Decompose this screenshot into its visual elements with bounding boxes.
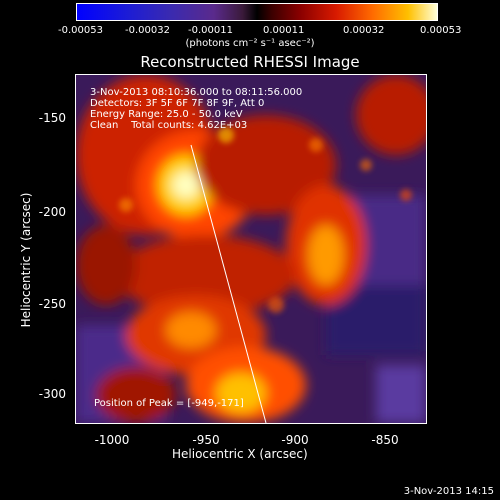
x-tick: -900 xyxy=(281,433,309,447)
y-tick: -150 xyxy=(38,111,66,125)
x-tick: -850 xyxy=(371,433,399,447)
x-axis-label: Heliocentric X (arcsec) xyxy=(172,447,308,461)
x-tick: -950 xyxy=(192,433,220,447)
flux-image xyxy=(76,75,426,423)
detectors-info: Detectors: 3F 5F 6F 7F 8F 9F, Att 0 xyxy=(90,98,265,109)
peak-position: Position of Peak = [-949,-171] xyxy=(94,398,244,409)
y-tick: -300 xyxy=(38,387,66,401)
reconstructed-image-panel: 3-Nov-2013 08:10:36.000 to 08:11:56.000 … xyxy=(75,74,427,424)
y-tick: -200 xyxy=(38,205,66,219)
colorbar-unit-label: (photons cm⁻² s⁻¹ asec⁻²) xyxy=(185,38,315,49)
y-axis-label: Heliocentric Y (arcsec) xyxy=(19,192,33,328)
energy-range: Energy Range: 25.0 - 50.0 keV xyxy=(90,109,243,120)
y-tick: -250 xyxy=(38,297,66,311)
timestamp: 3-Nov-2013 14:15 xyxy=(403,486,494,497)
x-tick: -1000 xyxy=(94,433,130,447)
limb-line xyxy=(190,144,267,423)
clean-counts: Clean Total counts: 4.62E+03 xyxy=(90,120,248,131)
colorbar xyxy=(76,3,438,21)
observation-time: 3-Nov-2013 08:10:36.000 to 08:11:56.000 xyxy=(90,87,303,98)
colorbar-tick: 0.00011 xyxy=(263,25,305,36)
colorbar-tick: 0.00053 xyxy=(420,25,462,36)
colorbar-tick: -0.00032 xyxy=(125,25,170,36)
colorbar-tick: -0.00053 xyxy=(58,25,103,36)
colorbar-tick: -0.00011 xyxy=(188,25,233,36)
plot-title: Reconstructed RHESSI Image xyxy=(140,53,360,71)
colorbar-tick: 0.00032 xyxy=(343,25,385,36)
